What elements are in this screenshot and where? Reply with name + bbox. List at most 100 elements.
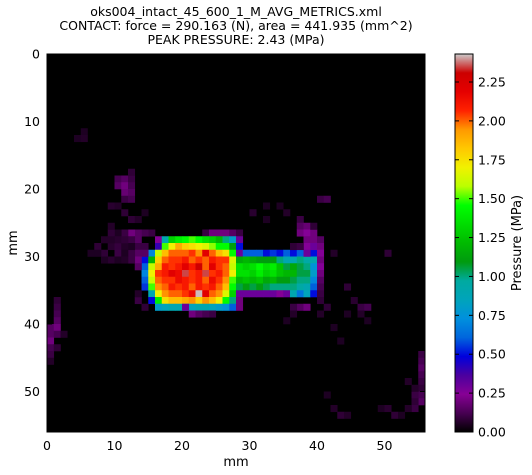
heatmap-cell bbox=[229, 270, 237, 278]
y-tick-label: 50 bbox=[24, 384, 40, 399]
heatmap-cell bbox=[47, 351, 55, 359]
heatmap-cell bbox=[209, 270, 217, 278]
heatmap-cell bbox=[188, 256, 196, 264]
heatmap-cell bbox=[303, 283, 311, 291]
heatmap-cell bbox=[168, 243, 176, 251]
heatmap-cell bbox=[188, 276, 196, 284]
heatmap-cell bbox=[202, 303, 210, 311]
heatmap-cell bbox=[168, 236, 176, 244]
heatmap-cell bbox=[222, 249, 230, 257]
heatmap-cell bbox=[269, 263, 277, 271]
heatmap-cell bbox=[303, 276, 311, 284]
heatmap-cell bbox=[229, 263, 237, 271]
heatmap-cell bbox=[215, 229, 223, 237]
heatmap-cell bbox=[128, 189, 136, 197]
heatmap-cell bbox=[256, 256, 264, 264]
heatmap-cell bbox=[323, 303, 331, 311]
heatmap-cell bbox=[215, 256, 223, 264]
heatmap-cell bbox=[269, 270, 277, 278]
heatmap-cell bbox=[209, 243, 217, 251]
heatmap-cell bbox=[161, 290, 169, 298]
heatmap-cell bbox=[202, 243, 210, 251]
heatmap-cell bbox=[337, 411, 345, 419]
heatmap-cell bbox=[215, 283, 223, 291]
heatmap-cell bbox=[148, 263, 156, 271]
heatmap-cell bbox=[94, 249, 102, 257]
colorbar-tick-label: 1.50 bbox=[478, 191, 506, 206]
heatmap-cell bbox=[344, 283, 352, 291]
heatmap-cell bbox=[296, 276, 304, 284]
heatmap-cell bbox=[323, 391, 331, 399]
colorbar-tick-label: 0.00 bbox=[478, 425, 506, 440]
heatmap-cell bbox=[215, 290, 223, 298]
heatmap-cell bbox=[134, 243, 142, 251]
heatmap-cell bbox=[303, 222, 311, 230]
heatmap-cell bbox=[283, 290, 291, 298]
heatmap-cell bbox=[229, 303, 237, 311]
heatmap-cell bbox=[114, 175, 122, 183]
heatmap-cell bbox=[182, 256, 190, 264]
heatmap-cell bbox=[175, 276, 183, 284]
heatmap-cell bbox=[418, 398, 426, 406]
heatmap-cell bbox=[303, 229, 311, 237]
heatmap-cell bbox=[195, 263, 203, 271]
heatmap-cell bbox=[276, 256, 284, 264]
heatmap-cell bbox=[182, 297, 190, 305]
heatmap-cell bbox=[236, 229, 244, 237]
y-tick-label: 30 bbox=[24, 249, 40, 264]
heatmap-cell bbox=[310, 290, 318, 298]
heatmap-cell bbox=[161, 263, 169, 271]
heatmap-cell bbox=[128, 182, 136, 190]
heatmap-cell bbox=[161, 270, 169, 278]
heatmap-cell bbox=[175, 270, 183, 278]
heatmap-cell bbox=[290, 276, 298, 284]
heatmap-cell bbox=[182, 263, 190, 271]
heatmap-cell bbox=[310, 243, 318, 251]
heatmap-cell bbox=[222, 303, 230, 311]
heatmap-cell bbox=[182, 290, 190, 298]
heatmap-cell bbox=[283, 276, 291, 284]
heatmap-cell bbox=[202, 249, 210, 257]
heatmap-cell bbox=[175, 243, 183, 251]
heatmap-cell bbox=[418, 351, 426, 359]
colorbar bbox=[454, 53, 474, 433]
x-tick-label: 10 bbox=[107, 438, 123, 453]
heatmap-cell bbox=[209, 263, 217, 271]
heatmap-cell bbox=[128, 229, 136, 237]
heatmap-cell bbox=[283, 209, 291, 217]
heatmap-cell bbox=[344, 411, 352, 419]
heatmap-cell bbox=[411, 384, 419, 392]
heatmap-cell bbox=[114, 202, 122, 210]
heatmap-cell bbox=[141, 283, 149, 291]
heatmap-cell bbox=[290, 290, 298, 298]
heatmap-cell bbox=[296, 270, 304, 278]
heatmap-cell bbox=[188, 270, 196, 278]
heatmap-cell bbox=[141, 276, 149, 284]
heatmap-cell bbox=[128, 175, 136, 183]
colorbar-tick-label: 1.25 bbox=[478, 230, 506, 245]
heatmap-cell bbox=[161, 303, 169, 311]
heatmap-cell bbox=[155, 236, 163, 244]
heatmap-cell bbox=[215, 303, 223, 311]
heatmap-cell bbox=[148, 229, 156, 237]
heatmap-cell bbox=[155, 256, 163, 264]
heatmap-cell bbox=[303, 270, 311, 278]
heatmap-cell bbox=[283, 283, 291, 291]
heatmap-cell bbox=[269, 249, 277, 257]
heatmap-cell bbox=[209, 283, 217, 291]
heatmap-cell bbox=[418, 384, 426, 392]
y-axis-ticks: 0 10 20 30 40 50 bbox=[24, 47, 425, 399]
heatmap-cell bbox=[175, 256, 183, 264]
heatmap-cell bbox=[236, 236, 244, 244]
heatmap-cell bbox=[47, 337, 55, 345]
heatmap-cell bbox=[242, 283, 250, 291]
heatmap-cell bbox=[182, 236, 190, 244]
heatmap-cell bbox=[317, 256, 325, 264]
heatmap-cell bbox=[53, 324, 61, 332]
chart-title: oks004_intact_45_600_1_M_AVG_METRICS.xml… bbox=[0, 5, 472, 47]
heatmap-cell bbox=[310, 236, 318, 244]
heatmap-cell bbox=[175, 297, 183, 305]
heatmap-cell bbox=[141, 229, 149, 237]
heatmap-cell bbox=[209, 229, 217, 237]
